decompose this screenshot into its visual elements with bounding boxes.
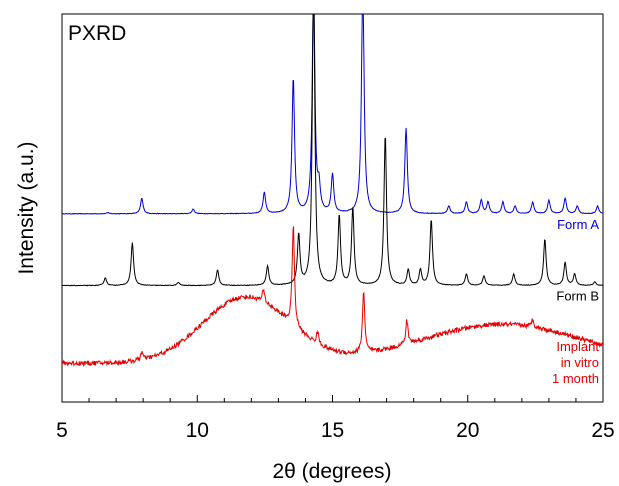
- series-label: Form B: [556, 289, 599, 304]
- x-tick-label: 10: [186, 419, 209, 442]
- y-axis-label: Intensity (a.u.): [15, 141, 38, 274]
- series-line: [62, 14, 603, 215]
- series-label: 1 month: [552, 371, 599, 386]
- series-label: Implant: [556, 339, 599, 354]
- series-lines: [62, 14, 603, 367]
- series-label: Form A: [557, 217, 599, 232]
- x-axis-label: 2θ (degrees): [272, 460, 391, 483]
- x-tick-label: 5: [56, 419, 68, 442]
- x-tick-label: 15: [321, 419, 344, 442]
- x-tick-label: 25: [591, 419, 614, 442]
- plot-frame: [61, 13, 604, 403]
- series-label: in vitro: [561, 355, 599, 370]
- x-axis: 5 10 15 20 25: [56, 395, 615, 442]
- chart-title: PXRD: [68, 22, 126, 45]
- series-line: [62, 226, 603, 367]
- x-tick-label: 20: [456, 419, 479, 442]
- series-line: [62, 14, 603, 287]
